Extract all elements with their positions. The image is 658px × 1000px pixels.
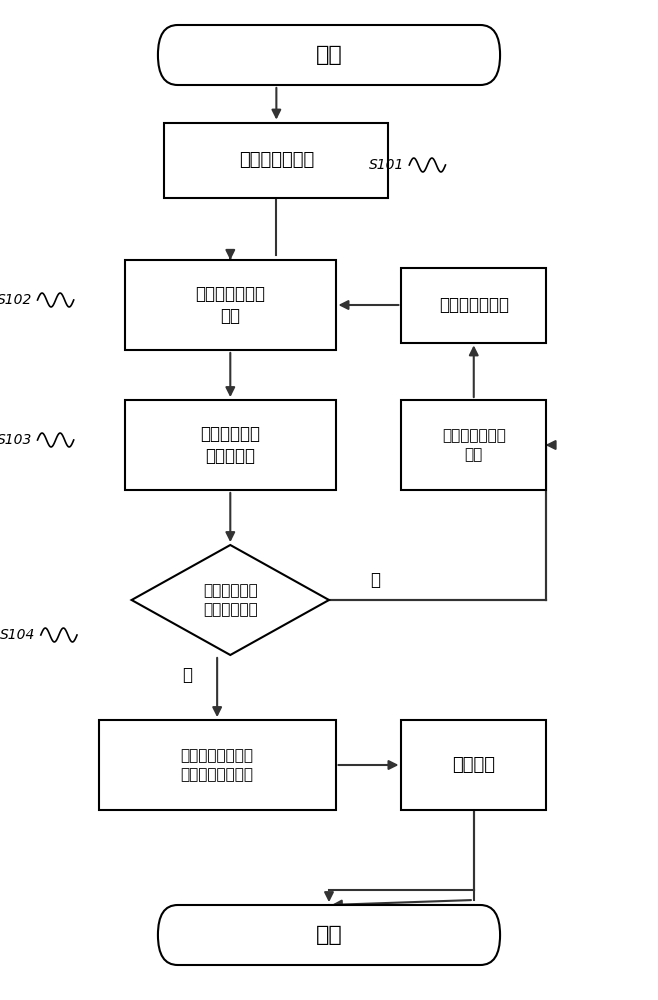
Bar bbox=[125, 260, 336, 350]
FancyBboxPatch shape bbox=[158, 25, 500, 85]
Text: S102: S102 bbox=[0, 293, 32, 307]
Bar bbox=[401, 400, 546, 490]
Bar bbox=[125, 400, 336, 490]
Bar bbox=[164, 122, 388, 198]
Bar bbox=[99, 720, 336, 810]
Bar bbox=[401, 267, 546, 342]
Text: 否: 否 bbox=[370, 571, 380, 589]
Text: 是: 是 bbox=[182, 666, 193, 684]
Text: 设置油泵供油量为
正常停车位置油量: 设置油泵供油量为 正常停车位置油量 bbox=[181, 748, 253, 782]
FancyBboxPatch shape bbox=[158, 905, 500, 965]
Text: 起动转速是否
达到起动要求: 起动转速是否 达到起动要求 bbox=[203, 583, 258, 617]
Text: 驱动柴油机运转: 驱动柴油机运转 bbox=[239, 151, 314, 169]
Polygon shape bbox=[132, 545, 329, 655]
Bar bbox=[401, 720, 546, 810]
Text: S101: S101 bbox=[368, 158, 404, 172]
Text: 结束: 结束 bbox=[316, 925, 342, 945]
Text: 设置油泵供油量
为零: 设置油泵供油量 为零 bbox=[195, 285, 265, 325]
Text: 开始: 开始 bbox=[316, 45, 342, 65]
Text: 正常起动: 正常起动 bbox=[452, 756, 495, 774]
Text: 柴油机空转暖缸: 柴油机空转暖缸 bbox=[439, 296, 509, 314]
Text: S103: S103 bbox=[0, 433, 32, 447]
Text: S104: S104 bbox=[0, 628, 36, 642]
Text: 保持油泵供油量
为零: 保持油泵供油量 为零 bbox=[442, 428, 506, 462]
Text: 检测柴油机实
际运行参数: 检测柴油机实 际运行参数 bbox=[200, 425, 261, 465]
